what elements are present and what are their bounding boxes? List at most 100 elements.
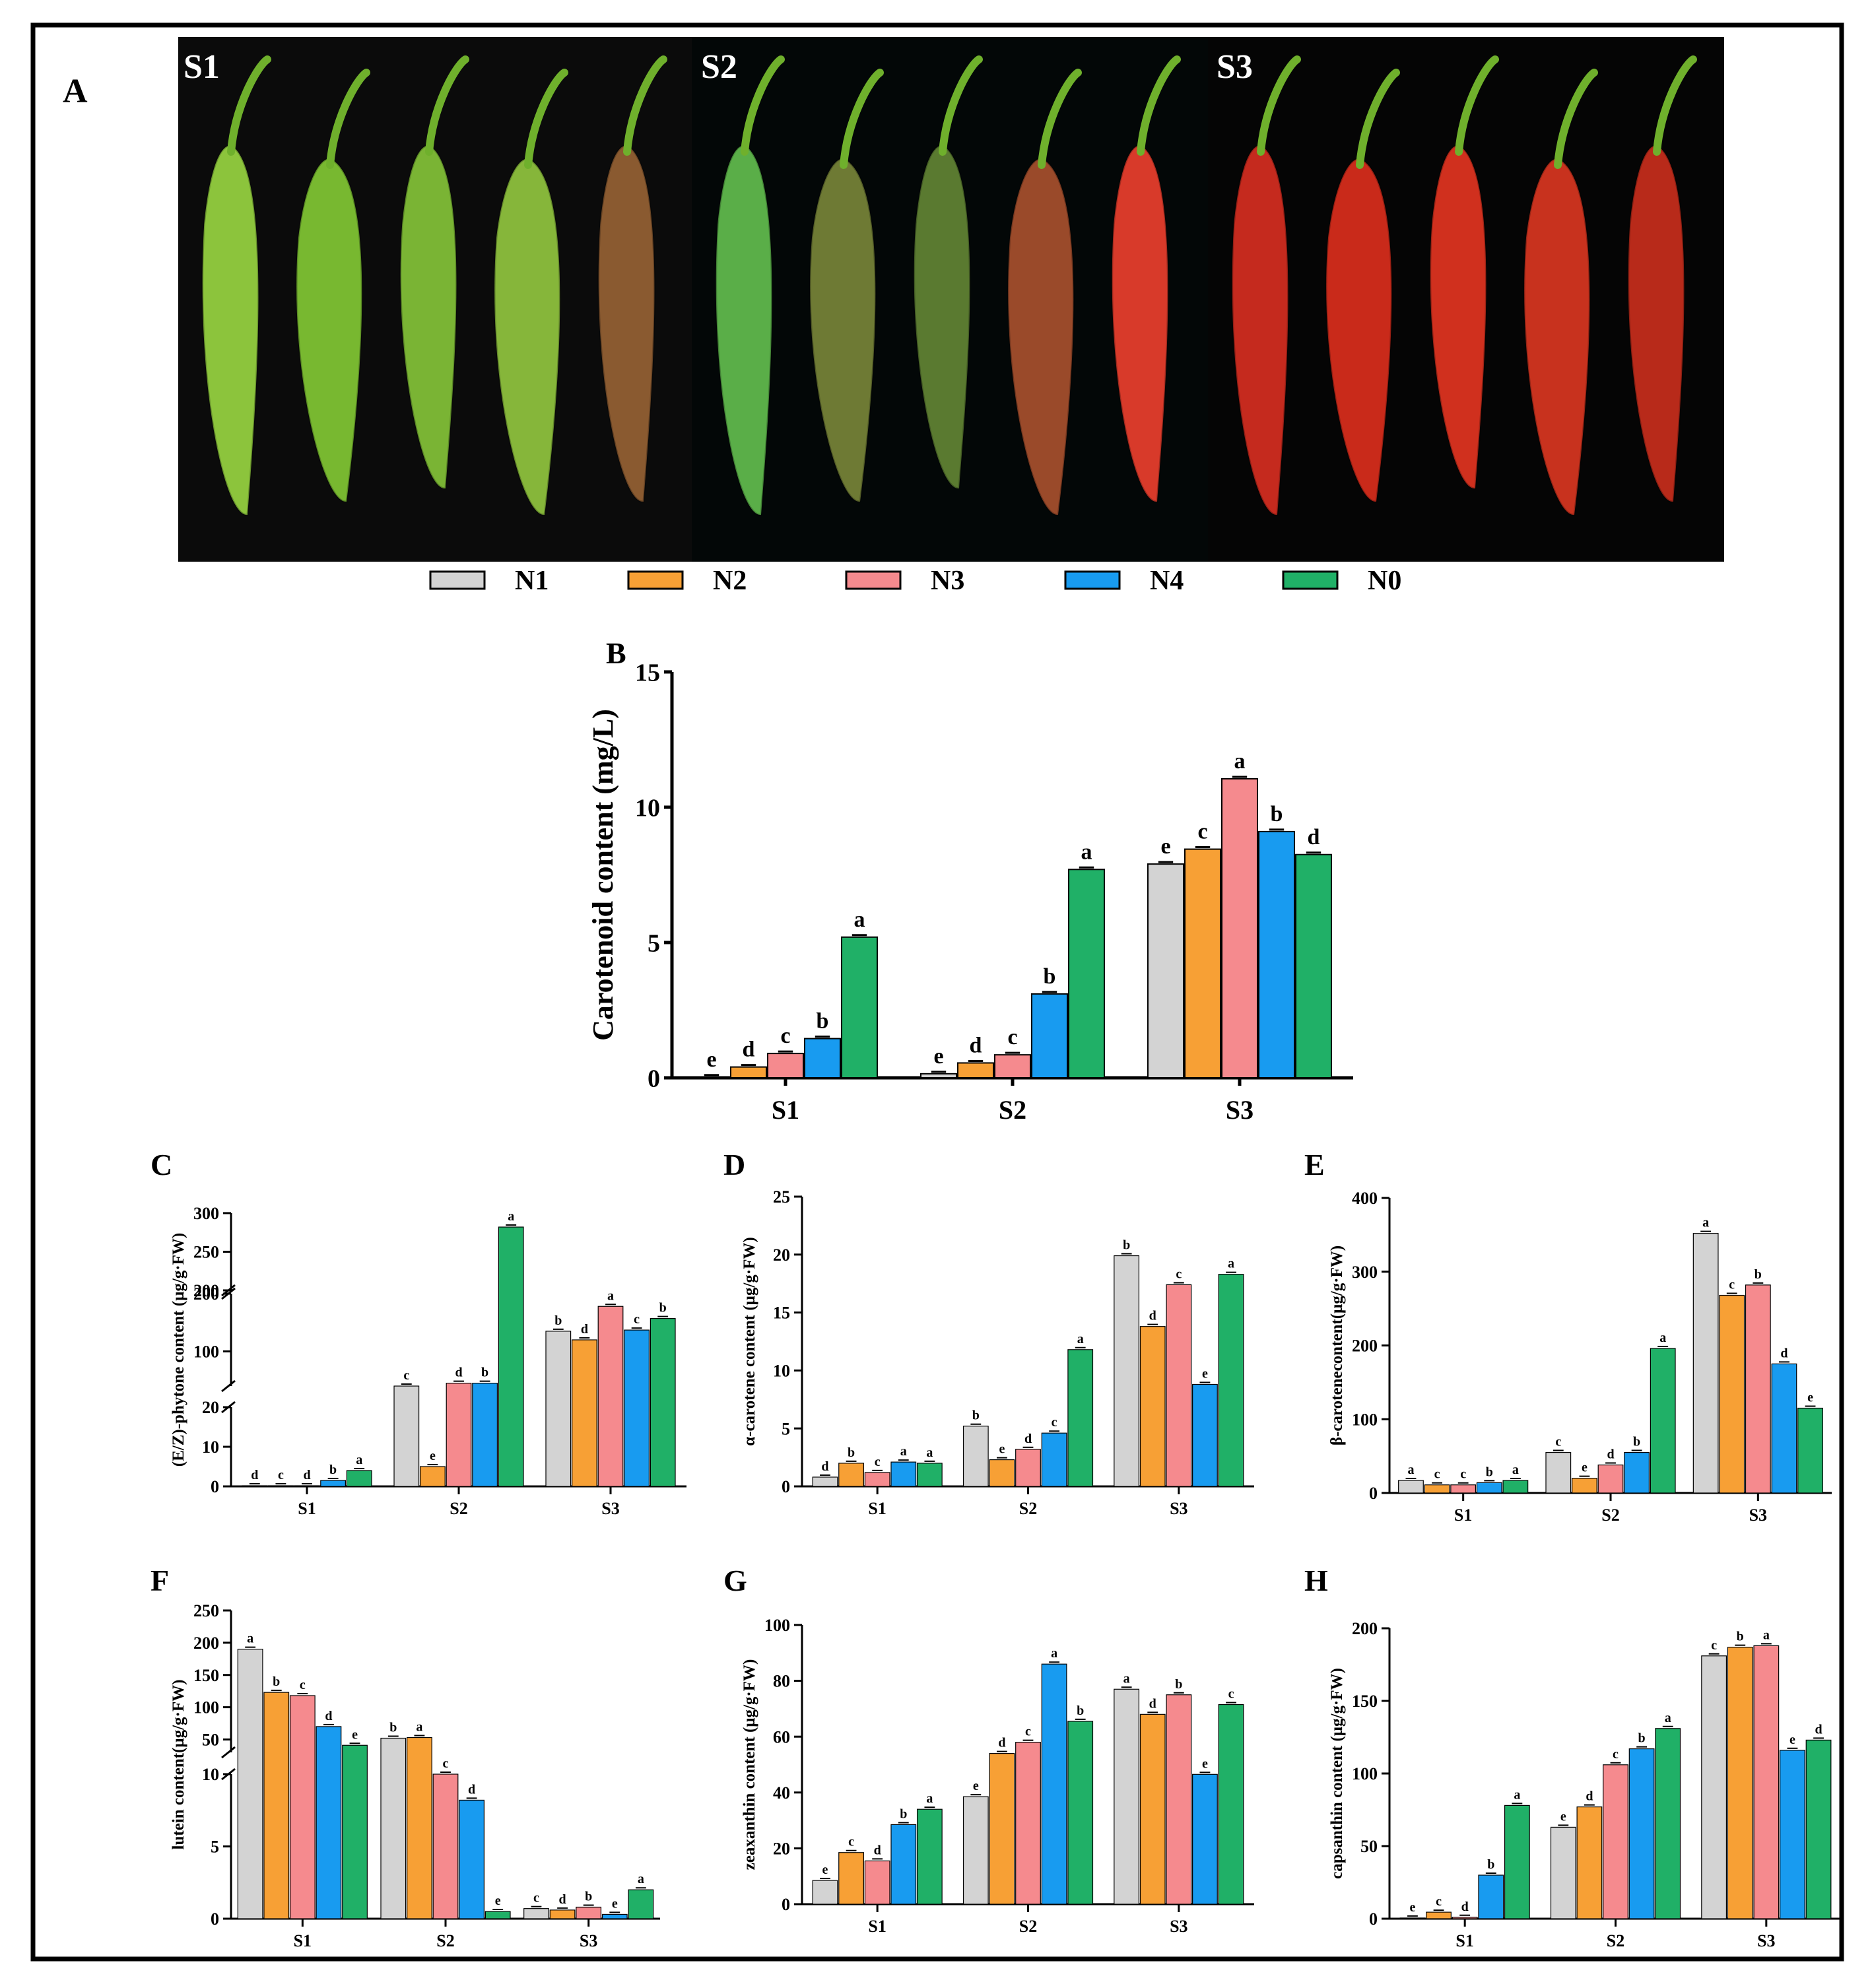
bar-n0-s1 bbox=[342, 1744, 368, 1919]
significance-letter: b bbox=[585, 1889, 592, 1904]
significance-letter: e bbox=[1789, 1733, 1795, 1747]
significance-letter: e bbox=[1410, 1900, 1416, 1915]
significance-letter: b bbox=[1044, 964, 1056, 989]
significance-letter: c bbox=[443, 1756, 449, 1771]
x-tick-label: S2 bbox=[450, 1499, 467, 1518]
significance-letter: a bbox=[1077, 1332, 1084, 1346]
significance-letter: b bbox=[1271, 802, 1283, 826]
y-tick-label: 0 bbox=[648, 1065, 660, 1092]
significance-letter: d bbox=[998, 1736, 1005, 1750]
significance-letter: d bbox=[874, 1843, 881, 1857]
bar-n4-s2 bbox=[1628, 1748, 1655, 1919]
significance-letter: a bbox=[1234, 749, 1246, 774]
bar-n3-s2 bbox=[432, 1773, 459, 1919]
pepper bbox=[597, 144, 655, 503]
bar-n0-s2 bbox=[485, 1911, 511, 1919]
y-tick-label: 15 bbox=[773, 1304, 790, 1323]
bar-n2-s3 bbox=[1184, 848, 1221, 1079]
pepper bbox=[715, 144, 773, 516]
y-tick-label: 20 bbox=[773, 1839, 790, 1859]
pepper bbox=[201, 144, 259, 516]
panel-label-b: B bbox=[606, 636, 626, 670]
significance-letter: d bbox=[455, 1366, 462, 1380]
significance-letter: a bbox=[247, 1632, 253, 1646]
significance-letter: d bbox=[970, 1033, 982, 1057]
bar-n4-s3 bbox=[1780, 1750, 1805, 1919]
bar-n4-s1 bbox=[1476, 1482, 1502, 1494]
bar-n2-s2 bbox=[989, 1459, 1015, 1487]
bar-n3-s2 bbox=[446, 1383, 472, 1487]
bar-n0-s2 bbox=[1655, 1728, 1681, 1919]
significance-letter: e bbox=[973, 1779, 979, 1793]
y-tick-label: 300 bbox=[193, 1204, 219, 1223]
significance-letter: d bbox=[821, 1459, 828, 1474]
pepper-stem bbox=[741, 55, 785, 156]
photo-stage-label-s1: S1 bbox=[184, 48, 220, 86]
significance-letter: d bbox=[559, 1892, 566, 1907]
y-tick-label: 10 bbox=[635, 794, 660, 822]
bar-n2-s3 bbox=[1719, 1294, 1745, 1494]
bar-n3-s3 bbox=[1753, 1645, 1780, 1919]
pepper-stem bbox=[227, 55, 271, 156]
y-tick-label: 250 bbox=[193, 1601, 219, 1620]
significance-letter: e bbox=[612, 1896, 618, 1911]
significance-letter: d bbox=[251, 1468, 258, 1482]
bar-n4-s2 bbox=[472, 1383, 498, 1487]
axis-break-mark bbox=[221, 1379, 236, 1393]
bar-n1-s1 bbox=[1398, 1480, 1424, 1494]
significance-letter: c bbox=[780, 1024, 790, 1048]
significance-letter: e bbox=[495, 1894, 501, 1908]
legend-label-n1: N1 bbox=[515, 566, 549, 596]
x-tick-label: S1 bbox=[1455, 1931, 1473, 1950]
bar-n0-s3 bbox=[1295, 853, 1332, 1078]
y-tick-label: 50 bbox=[202, 1731, 219, 1750]
y-tick-label: 100 bbox=[764, 1616, 790, 1635]
bar-n4-s2 bbox=[1624, 1451, 1650, 1494]
x-tick-label: S2 bbox=[1607, 1931, 1624, 1950]
significance-letter: c bbox=[1197, 820, 1207, 844]
legend-label-n0: N0 bbox=[1368, 566, 1401, 596]
bar-n0-s2 bbox=[1068, 869, 1105, 1079]
significance-letter: e bbox=[1160, 834, 1170, 859]
pepper bbox=[493, 157, 561, 516]
significance-letter: e bbox=[933, 1044, 943, 1069]
bar-n0-s3 bbox=[1218, 1704, 1244, 1905]
significance-letter: c bbox=[278, 1468, 284, 1482]
significance-letter: b bbox=[972, 1408, 980, 1423]
significance-letter: e bbox=[706, 1047, 716, 1072]
bar-n1-s2 bbox=[962, 1796, 989, 1905]
bar-n1-s3 bbox=[1114, 1688, 1140, 1905]
y-tick-label: 0 bbox=[782, 1895, 790, 1914]
chart-g: 0 20 40 60 80 100 zeaxanthin content (μg/g·FW)… bbox=[741, 1616, 1254, 1936]
significance-letter: b bbox=[1633, 1435, 1640, 1449]
bar-n2-s3 bbox=[1139, 1326, 1166, 1487]
bar-n0-s1 bbox=[346, 1470, 372, 1487]
significance-letter: c bbox=[1176, 1267, 1182, 1281]
pepper-stem bbox=[326, 69, 370, 169]
bar-n2-s3 bbox=[549, 1909, 576, 1919]
significance-letter: c bbox=[1436, 1894, 1442, 1909]
pepper bbox=[399, 144, 457, 490]
bar-n2-s1 bbox=[263, 1692, 290, 1919]
significance-letter: b bbox=[273, 1674, 280, 1689]
legend-label-n2: N2 bbox=[713, 566, 747, 596]
photo-stage-label-s3: S3 bbox=[1217, 48, 1253, 86]
panel-label-g: G bbox=[723, 1564, 747, 1597]
significance-letter: b bbox=[1755, 1267, 1762, 1282]
y-tick-label: 10 bbox=[202, 1765, 219, 1784]
significance-letter: a bbox=[926, 1445, 933, 1460]
y-tick-label: 20 bbox=[202, 1398, 219, 1417]
bar-n1-s2 bbox=[1550, 1826, 1576, 1919]
legend: N1 N2 N3 N4 N0 bbox=[429, 566, 1401, 596]
significance-letter: b bbox=[817, 1009, 829, 1034]
significance-letter: c bbox=[1025, 1725, 1031, 1739]
bar-n3-s3 bbox=[1221, 778, 1258, 1078]
pepper-stem bbox=[939, 55, 983, 156]
significance-letter: a bbox=[900, 1444, 907, 1459]
significance-letter: b bbox=[554, 1313, 562, 1328]
y-tick-label: 10 bbox=[202, 1438, 219, 1457]
bar-n1-s1 bbox=[812, 1880, 838, 1905]
significance-letter: d bbox=[325, 1709, 332, 1723]
bar-n0-s2 bbox=[1067, 1349, 1094, 1487]
y-tick-label: 100 bbox=[1352, 1410, 1378, 1429]
